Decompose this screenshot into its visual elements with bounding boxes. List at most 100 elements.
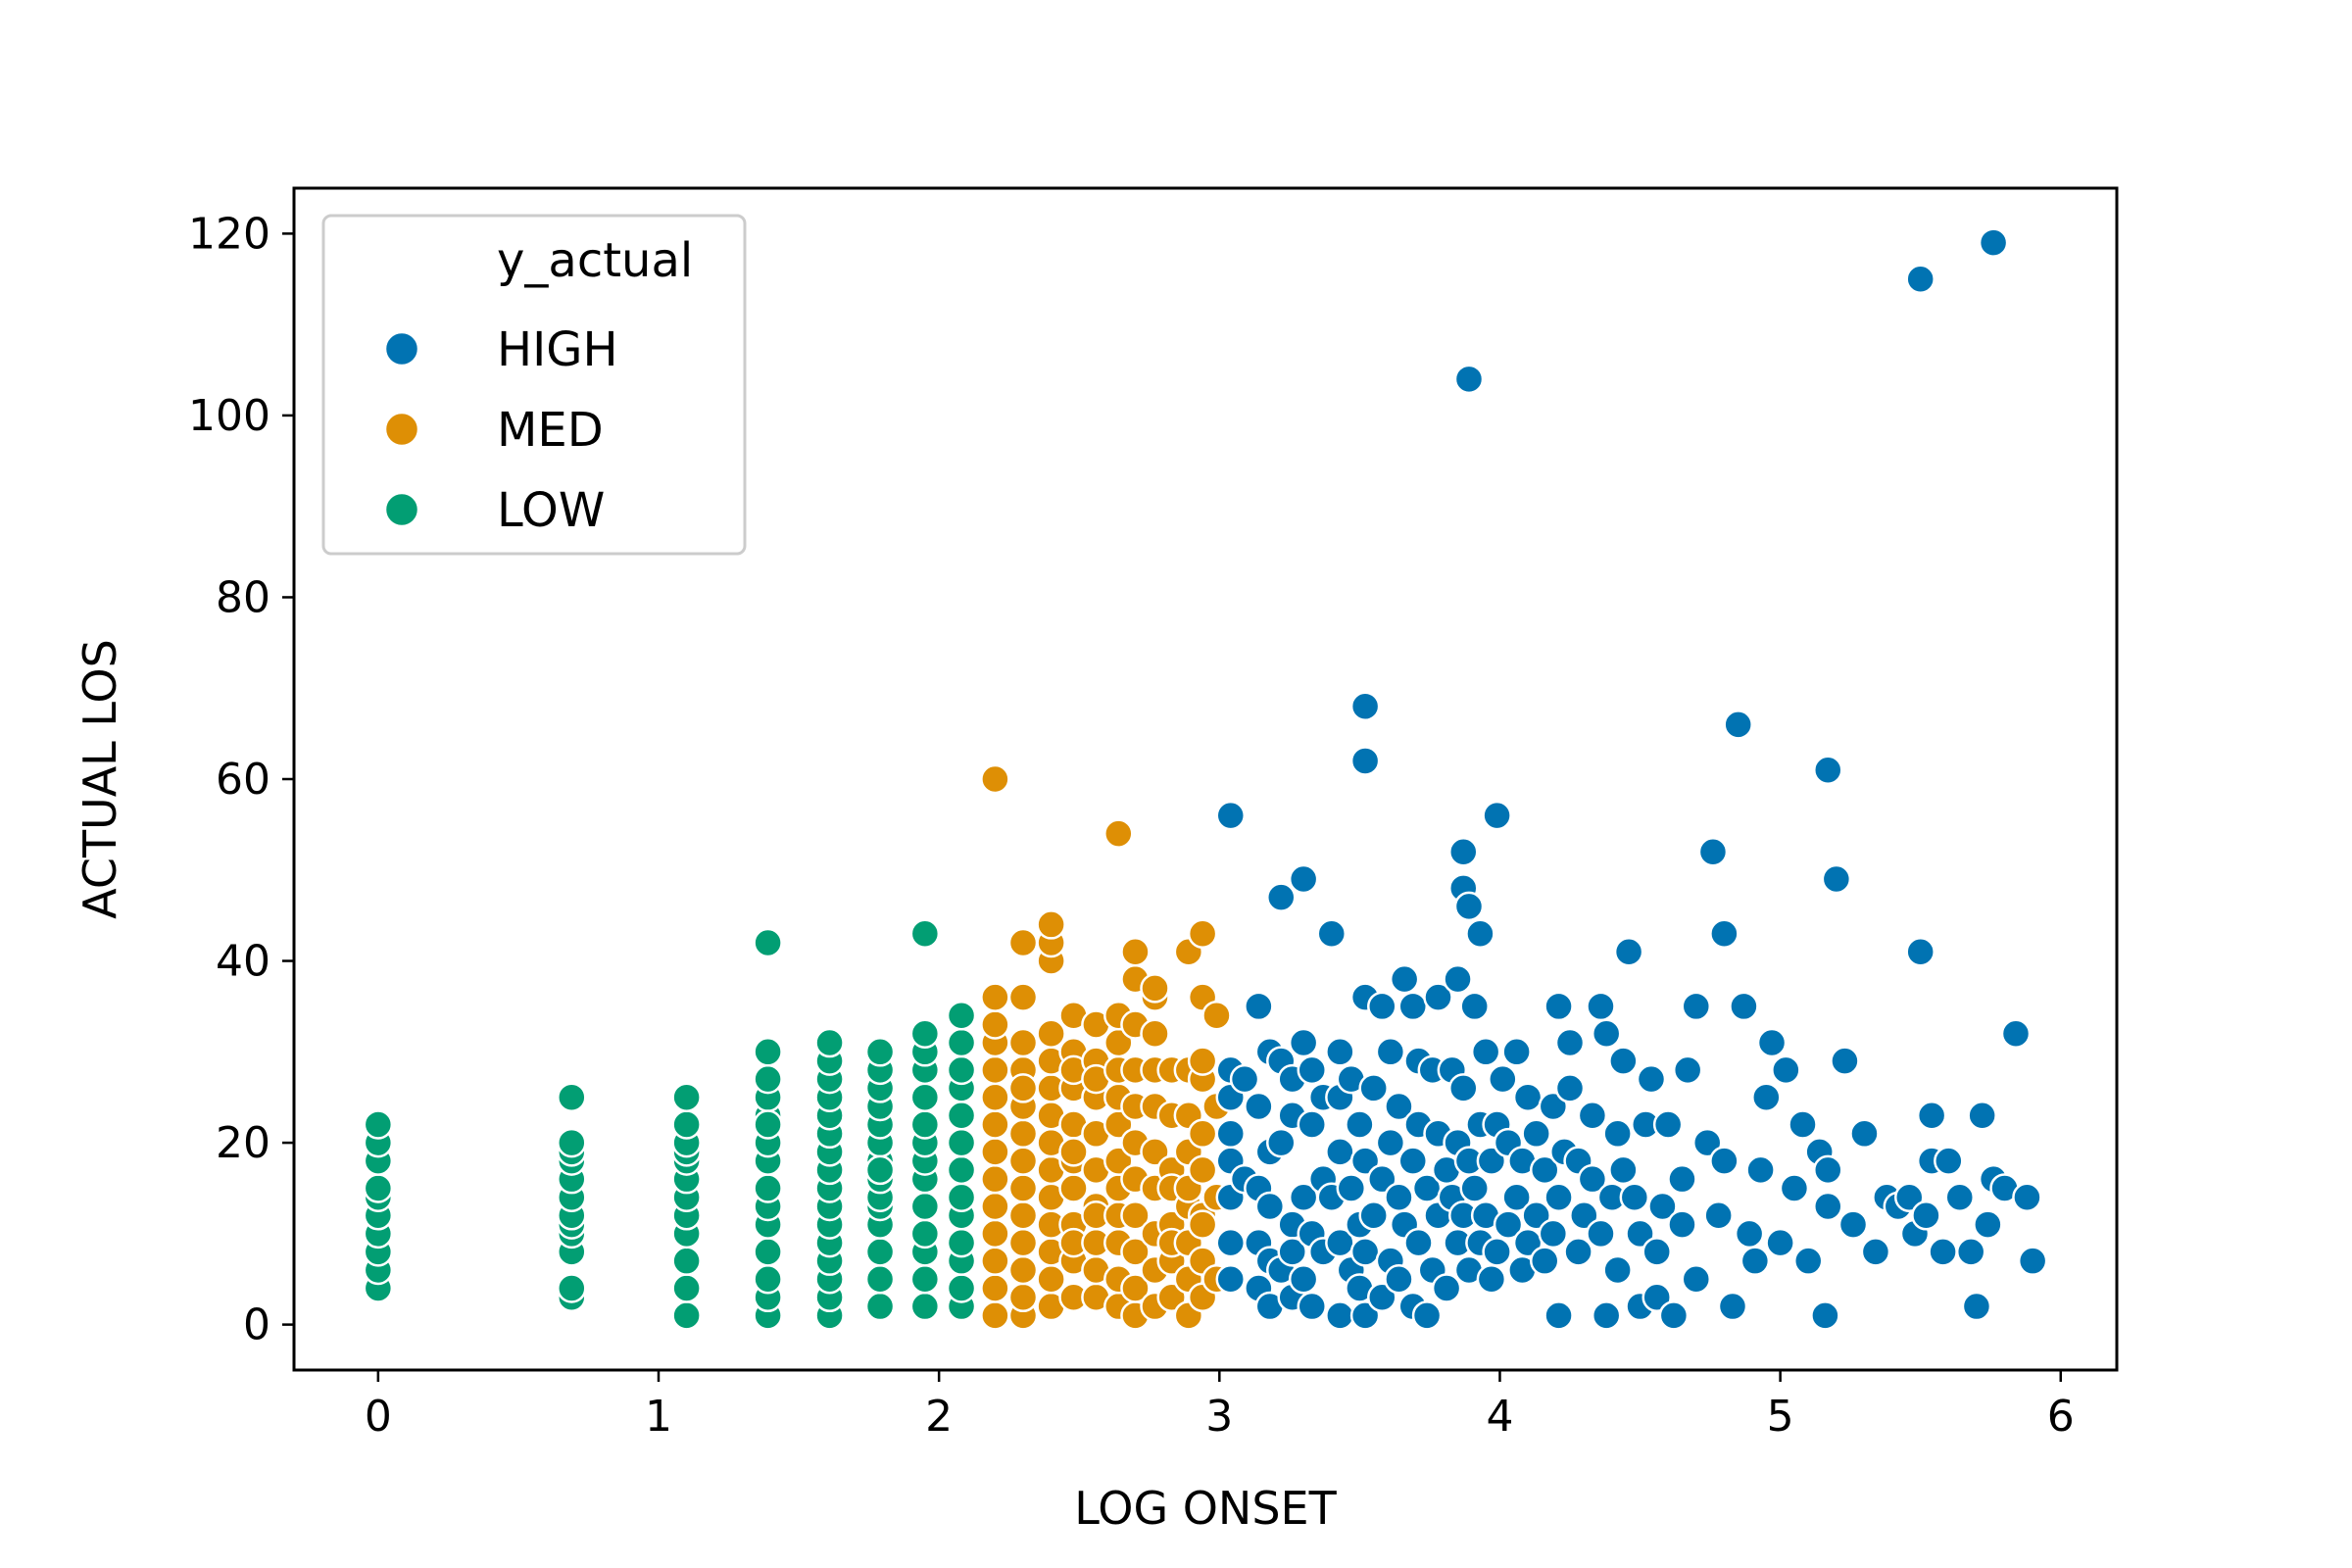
point-high (1351, 747, 1379, 774)
point-high (1850, 1120, 1878, 1148)
point-low (948, 1229, 975, 1256)
point-high (1668, 1165, 1695, 1193)
point-high (1545, 1301, 1573, 1329)
point-high (2002, 1020, 2030, 1048)
point-high (1545, 1184, 1573, 1211)
point-med (1009, 1284, 1037, 1311)
point-high (1814, 757, 1841, 784)
point-med (1189, 1211, 1216, 1239)
point-high (1747, 1156, 1775, 1184)
x-axis-label: LOG ONSET (1074, 1482, 1337, 1535)
point-high (1231, 1065, 1258, 1093)
point-med (981, 1056, 1008, 1084)
point-high (1957, 1238, 1984, 1265)
point-low (755, 1238, 782, 1265)
point-low (755, 1038, 782, 1065)
point-low (816, 1029, 844, 1056)
point-med (1189, 920, 1216, 948)
point-high (1710, 1148, 1738, 1175)
point-high (1789, 1111, 1817, 1139)
point-med (1189, 1048, 1216, 1075)
point-low (673, 1301, 701, 1329)
point-med (1104, 820, 1132, 848)
point-high (1514, 1084, 1542, 1111)
point-high (1326, 1301, 1353, 1329)
point-high (1478, 1265, 1505, 1293)
point-high (1217, 1229, 1245, 1256)
point-high (1862, 1238, 1889, 1265)
legend-title: y_actual (497, 233, 693, 288)
point-high (1814, 1156, 1841, 1184)
point-high (1449, 838, 1477, 865)
point-high (1643, 1238, 1671, 1265)
point-med (981, 1084, 1008, 1111)
point-low (866, 1156, 894, 1184)
point-high (1385, 1184, 1412, 1211)
point-high (1318, 920, 1346, 948)
point-med (1009, 1256, 1037, 1284)
point-low (755, 1065, 782, 1093)
point-low (866, 1293, 894, 1320)
point-high (1736, 1220, 1763, 1248)
point-low (558, 1275, 585, 1302)
point-high (1654, 1111, 1682, 1139)
point-high (1907, 938, 1935, 965)
point-high (1705, 1201, 1733, 1229)
point-high (1579, 1102, 1606, 1129)
point-low (866, 1238, 894, 1265)
point-high (1814, 1193, 1841, 1220)
point-low (948, 1002, 975, 1029)
point-low (911, 1265, 939, 1293)
point-high (1907, 266, 1935, 293)
point-low (911, 1020, 939, 1048)
point-high (1351, 1238, 1379, 1265)
point-high (2019, 1248, 2046, 1275)
point-med (981, 984, 1008, 1011)
point-high (1326, 1038, 1353, 1065)
y-tick-label: 80 (216, 572, 270, 622)
point-med (1038, 910, 1065, 938)
point-high (1346, 1111, 1373, 1139)
point-high (1592, 1301, 1620, 1329)
legend-label-med: MED (497, 403, 604, 458)
point-med (981, 1275, 1008, 1302)
point-high (1540, 1220, 1567, 1248)
point-high (1466, 920, 1494, 948)
point-low (911, 1193, 939, 1220)
point-med (1189, 1120, 1216, 1148)
point-high (1256, 1193, 1284, 1220)
x-tick-label: 1 (645, 1392, 672, 1442)
point-high (1290, 865, 1317, 893)
point-low (558, 1129, 585, 1156)
point-high (1290, 1265, 1317, 1293)
x-tick-label: 2 (925, 1392, 953, 1442)
point-high (1245, 993, 1272, 1020)
point-high (1338, 1174, 1365, 1201)
point-med (1189, 1156, 1216, 1184)
point-high (1831, 1048, 1858, 1075)
point-low (911, 1220, 939, 1248)
point-high (1565, 1238, 1592, 1265)
point-high (1290, 1029, 1317, 1056)
point-high (1484, 1238, 1511, 1265)
legend-marker-high (385, 332, 418, 366)
point-high (1946, 1184, 1974, 1211)
point-high (1930, 1238, 1957, 1265)
point-high (1719, 1293, 1746, 1320)
point-med (981, 1248, 1008, 1275)
point-high (1963, 1293, 1990, 1320)
point-high (1217, 1120, 1245, 1148)
point-med (1009, 929, 1037, 956)
point-high (1811, 1301, 1838, 1329)
point-high (1368, 993, 1396, 1020)
point-med (1009, 1148, 1037, 1175)
point-high (1413, 1301, 1441, 1329)
point-high (1326, 1138, 1353, 1165)
x-tick-label: 6 (2047, 1392, 2075, 1442)
point-high (1621, 1184, 1648, 1211)
point-low (911, 1111, 939, 1139)
point-high (1484, 802, 1511, 829)
point-high (1267, 884, 1295, 911)
point-high (1404, 1229, 1432, 1256)
